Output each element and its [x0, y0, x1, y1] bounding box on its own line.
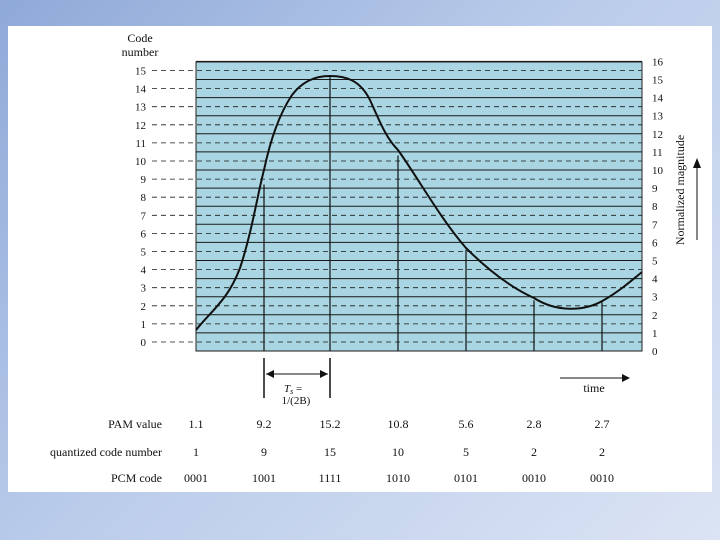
table-cell: 15 [324, 445, 336, 459]
right-tick-label: 12 [652, 129, 663, 141]
table-cell: 2.8 [527, 417, 542, 431]
left-tick-label: 9 [141, 174, 147, 186]
right-tick-label: 16 [652, 56, 664, 68]
table-cell: 2.7 [595, 417, 610, 431]
right-tick-label: 10 [652, 165, 664, 177]
table-cell: 1111 [319, 471, 342, 485]
right-tick-label: 15 [652, 75, 664, 87]
left-tick-label: 12 [135, 120, 146, 132]
left-tick-label: 14 [135, 84, 147, 96]
right-tick-label: 13 [652, 111, 664, 123]
table-cell: 15.2 [320, 417, 341, 431]
right-tick-label: 14 [652, 93, 664, 105]
table-cell: 2 [599, 445, 605, 459]
time-arrowhead [622, 374, 630, 382]
table-cell: 2 [531, 445, 537, 459]
ts-label: Ts = [284, 383, 302, 396]
right-tick-label: 0 [652, 346, 658, 358]
table-cell: 0010 [590, 471, 614, 485]
table-cell: 10 [392, 445, 404, 459]
table-cell: 0101 [454, 471, 478, 485]
table-cell: 5 [463, 445, 469, 459]
left-tick-label: 8 [141, 192, 147, 204]
right-tick-label: 1 [652, 328, 658, 340]
left-tick-label: 13 [135, 102, 147, 114]
right-tick-label: 4 [652, 274, 658, 286]
ts-label-2: 1/(2B) [282, 395, 311, 407]
left-tick-label: 1 [141, 319, 147, 331]
right-tick-label: 11 [652, 147, 663, 159]
ts-arrowhead-left [266, 370, 274, 378]
right-tick-label: 2 [652, 310, 658, 322]
left-tick-label: 3 [141, 283, 147, 295]
left-axis-title-1: Code [127, 31, 152, 45]
ts-arrowhead-right [320, 370, 328, 378]
table-cell: 10.8 [388, 417, 409, 431]
left-tick-label: 15 [135, 66, 147, 78]
right-tick-label: 8 [652, 201, 658, 213]
table-cell: 0001 [184, 471, 208, 485]
left-tick-label: 5 [141, 247, 147, 259]
table-row-label: PAM value [108, 417, 162, 431]
time-label: time [583, 381, 604, 395]
table-cell: 5.6 [459, 417, 474, 431]
table-cell: 0010 [522, 471, 546, 485]
left-tick-label: 0 [141, 337, 147, 349]
right-tick-label: 3 [652, 292, 658, 304]
table-row-label: PCM code [111, 471, 162, 485]
table-cell: 1010 [386, 471, 410, 485]
signal-curve [195, 74, 643, 331]
value-table: PAM value 1.1 9.2 15.2 10.8 5.6 2.8 2.7 quantize… [50, 417, 614, 485]
left-tick-label: 6 [141, 228, 147, 240]
table-cell: 9.2 [257, 417, 272, 431]
left-tick-label: 11 [135, 138, 146, 150]
left-tick-label: 2 [141, 301, 147, 313]
right-axis-arrowhead [693, 158, 701, 168]
slide: 0 1 2 3 4 5 6 7 8 9 10 11 12 13 14 15 0 1 2 3 4 5 6 7 8 9 10 11 12 1… [8, 26, 712, 492]
left-axis-title-2: number [122, 45, 159, 59]
right-tick-label: 5 [652, 256, 658, 268]
left-tick-label: 10 [135, 156, 147, 168]
gridlines [152, 60, 642, 352]
table-row-label: quantized code number [50, 445, 162, 459]
table-cell: 1 [193, 445, 199, 459]
right-axis-title: Normalized magnitude [673, 135, 687, 245]
right-tick-label: 6 [652, 237, 658, 249]
left-tick-label: 7 [141, 210, 147, 222]
left-tick-label: 4 [141, 265, 147, 277]
right-tick-label: 7 [652, 219, 658, 231]
table-cell: 9 [261, 445, 267, 459]
table-cell: 1.1 [189, 417, 204, 431]
table-cell: 1001 [252, 471, 276, 485]
right-tick-label: 9 [652, 183, 658, 195]
sample-lines [263, 75, 603, 351]
